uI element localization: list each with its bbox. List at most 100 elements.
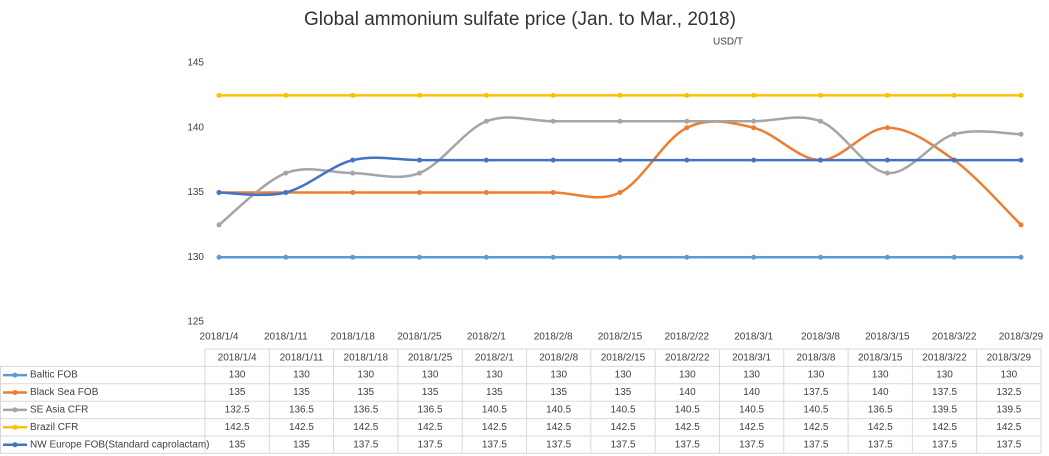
table-header: 2018/3/29 [987,352,1032,363]
table-header: 2018/1/4 [218,352,257,363]
table-header: 2018/2/15 [601,352,646,363]
point [751,157,757,163]
table-value: 130 [357,370,374,381]
table-value: 140 [679,387,696,398]
point [550,157,556,163]
table-header: 2018/1/11 [280,352,324,363]
point [417,157,422,163]
table-value: 135 [357,387,374,398]
table-value: 140.5 [675,405,700,416]
point [350,170,356,176]
point [684,125,690,131]
point [1018,222,1024,228]
table-value: 130 [615,370,632,381]
point [283,170,289,176]
table-value: 140 [872,387,889,398]
chart-title: Global ammonium sulfate price (Jan. to M… [304,9,736,30]
point [951,254,957,260]
table-value: 136.5 [353,405,378,416]
point [884,92,890,98]
point [483,190,489,195]
table-value: 135 [293,387,310,398]
table-value: 130 [936,370,953,381]
point [617,254,623,260]
point [417,92,422,98]
table-value: 137.5 [868,439,893,450]
point [1018,254,1024,260]
point [350,190,356,195]
point [216,190,222,195]
y-tick-label: 140 [187,122,204,133]
point [483,157,489,163]
point [684,92,690,98]
point [751,92,757,98]
y-unit: USD/T [713,37,743,48]
table-value: 140.5 [482,405,507,416]
point [818,92,823,98]
table-value: 142.5 [482,422,507,433]
legend-label: NW Europe FOB(Standard caprolactam) [30,439,210,450]
table-value: 130 [229,370,246,381]
table-value: 137.5 [932,439,957,450]
point [483,254,489,260]
table-value: 135 [486,387,503,398]
table-value: 130 [808,370,825,381]
table-value: 136.5 [289,405,314,416]
point [951,131,957,137]
table-value: 142.5 [803,422,828,433]
table-value: 137.5 [675,439,700,450]
legend-swatch-dot [12,372,18,378]
point [350,254,356,260]
point [617,92,623,98]
table-value: 130 [293,370,310,381]
point [283,254,289,260]
table-value: 137.5 [353,439,378,450]
table-value: 135 [550,387,567,398]
point [884,254,890,260]
table-value: 137.5 [418,439,443,450]
y-tick-label: 135 [187,187,204,198]
table-value: 135 [229,387,246,398]
table-value: 142.5 [546,422,571,433]
table-value: 142.5 [289,422,314,433]
table-value: 142.5 [418,422,443,433]
x-tick-label: 2018/1/18 [330,332,375,343]
table-value: 140.5 [803,405,828,416]
point [417,254,422,260]
table-value: 140.5 [610,405,635,416]
point [1018,157,1024,163]
table-value: 136.5 [418,405,443,416]
legend-label: SE Asia CFR [30,405,88,416]
point [684,254,690,260]
legend-swatch-dot [12,390,18,395]
table-value: 137.5 [610,439,635,450]
point [884,157,890,163]
point [483,92,489,98]
table-value: 142.5 [932,422,957,433]
series-line [218,156,1021,197]
legend-label: Baltic FOB [30,370,78,381]
table-value: 132.5 [225,405,250,416]
x-tick-label: 2018/3/1 [734,332,773,343]
table-value: 139.5 [996,405,1021,416]
table-header: 2018/3/22 [922,352,967,363]
table-value: 140.5 [546,405,571,416]
x-tick-label: 2018/2/15 [598,332,643,343]
point [617,157,623,163]
point [751,254,757,260]
table-header: 2018/1/25 [408,352,453,363]
table-value: 135 [293,439,310,450]
table-value: 137.5 [739,439,764,450]
point [1018,131,1024,137]
table-value: 136.5 [868,405,893,416]
table-value: 139.5 [932,405,957,416]
point [483,118,489,124]
point [818,118,823,124]
y-tick-label: 130 [187,252,204,263]
point [751,125,757,131]
point [550,190,556,195]
x-tick-label: 2018/2/8 [534,332,573,343]
point [617,118,623,124]
table-value: 140 [743,387,760,398]
table-header: 2018/3/8 [796,352,835,363]
